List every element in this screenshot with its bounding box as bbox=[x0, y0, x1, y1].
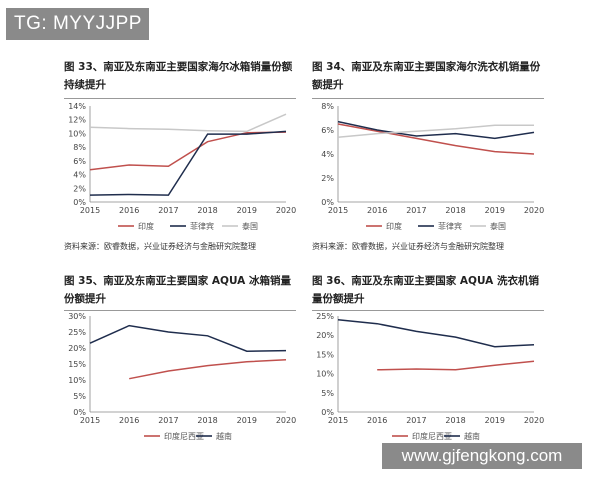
x-tick-label: 2020 bbox=[276, 206, 296, 215]
series-line bbox=[337, 120, 535, 140]
x-tick-label: 2018 bbox=[445, 206, 465, 215]
series-line bbox=[89, 131, 287, 171]
chart-svg: 0% 2% 4% 6% 8% 2015 2016 2017 2018 2019 2020 印度 菲律宾 泰… bbox=[321, 102, 544, 230]
y-tick-label: 5% bbox=[321, 389, 334, 398]
y-tick-label: 2% bbox=[321, 174, 334, 183]
x-tick-label: 2020 bbox=[524, 206, 544, 215]
source-note: 资料来源：欧睿数据，兴业证券经济与金融研究院整理 bbox=[64, 242, 256, 251]
x-tick-label: 2020 bbox=[276, 416, 296, 425]
title-divider bbox=[64, 310, 296, 311]
y-tick-label: 6% bbox=[73, 157, 86, 166]
legend-label: 越南 bbox=[216, 431, 232, 440]
chart-svg: 0% 5% 10% 15% 20% 25% 2015 2016 2017 2018 2019 2020… bbox=[316, 312, 544, 440]
chart-svg: 0% 2% 4% 6% 8% 10% 12% 14% 2015 2016 2017 2018 2019 2… bbox=[68, 102, 296, 230]
legend-label: 印度尼西亚 bbox=[164, 431, 204, 440]
x-tick-label: 2017 bbox=[406, 206, 426, 215]
title-divider bbox=[64, 98, 296, 99]
y-tick-label: 20% bbox=[68, 344, 86, 353]
y-tick-label: 15% bbox=[68, 360, 86, 369]
chart-title: 图 33、南亚及东南亚主要国家海尔冰箱销量份额持续提升 bbox=[64, 61, 293, 91]
legend-label: 印度尼西亚 bbox=[412, 431, 452, 440]
chart-panel-33: 图 33、南亚及东南亚主要国家海尔冰箱销量份额持续提升 0% 2% 4% 6% 8% 10… bbox=[64, 58, 296, 258]
x-tick-label: 2016 bbox=[367, 206, 387, 215]
x-tick-label: 2018 bbox=[197, 206, 217, 215]
y-tick-label: 30% bbox=[68, 312, 86, 321]
x-tick-label: 2015 bbox=[328, 416, 348, 425]
chart-panel-36: 图 36、南亚及东南亚主要国家 AQUA 洗衣机销量份额提升 0% 5% 10% 15… bbox=[312, 272, 544, 452]
legend-label: 泰国 bbox=[242, 221, 258, 230]
x-tick-label: 2019 bbox=[485, 416, 505, 425]
legend-label: 越南 bbox=[464, 431, 480, 440]
x-tick-label: 2016 bbox=[119, 416, 139, 425]
x-tick-label: 2016 bbox=[119, 206, 139, 215]
chart-title: 图 34、南亚及东南亚主要国家海尔洗衣机销量份额提升 bbox=[312, 61, 541, 91]
tg-banner: TG: MYYJJPP bbox=[6, 8, 149, 40]
x-tick-label: 2017 bbox=[158, 206, 178, 215]
y-tick-label: 0% bbox=[73, 198, 86, 207]
title-divider bbox=[312, 310, 544, 311]
watermark: www.gjfengkong.com bbox=[382, 443, 582, 469]
series-line bbox=[129, 359, 287, 380]
y-tick-label: 8% bbox=[321, 102, 334, 111]
legend-label: 菲律宾 bbox=[438, 221, 462, 230]
x-tick-label: 2015 bbox=[80, 206, 100, 215]
chart-panel-35: 图 35、南亚及东南亚主要国家 AQUA 冰箱销量份额提升 0% 5% 10% 15%… bbox=[64, 272, 296, 452]
series-line bbox=[377, 360, 535, 371]
chart-panel-34: 图 34、南亚及东南亚主要国家海尔洗衣机销量份额提升 0% 2% 4% 6% 8% 201… bbox=[312, 58, 544, 258]
legend-label: 印度 bbox=[386, 221, 402, 230]
x-tick-label: 2017 bbox=[406, 416, 426, 425]
legend-label: 印度 bbox=[138, 221, 154, 230]
y-tick-label: 10% bbox=[68, 376, 86, 385]
x-tick-label: 2016 bbox=[367, 416, 387, 425]
series-line bbox=[89, 130, 287, 196]
y-tick-label: 10% bbox=[316, 370, 334, 379]
series-line bbox=[337, 123, 535, 155]
x-tick-label: 2018 bbox=[445, 416, 465, 425]
y-tick-label: 4% bbox=[321, 150, 334, 159]
chart-svg: 0% 5% 10% 15% 20% 25% 30% 2015 2016 2017 2018 2019 2… bbox=[68, 312, 296, 440]
x-tick-label: 2019 bbox=[485, 206, 505, 215]
y-tick-label: 4% bbox=[73, 171, 86, 180]
x-tick-label: 2017 bbox=[158, 416, 178, 425]
title-divider bbox=[312, 98, 544, 99]
y-tick-label: 14% bbox=[68, 102, 86, 111]
x-tick-label: 2019 bbox=[237, 206, 257, 215]
x-tick-label: 2015 bbox=[328, 206, 348, 215]
y-tick-label: 6% bbox=[321, 126, 334, 135]
series-line bbox=[337, 124, 534, 138]
series-line bbox=[89, 113, 287, 133]
y-tick-label: 0% bbox=[73, 408, 86, 417]
y-tick-label: 20% bbox=[316, 331, 334, 340]
y-tick-label: 5% bbox=[73, 392, 86, 401]
y-tick-label: 15% bbox=[316, 350, 334, 359]
y-tick-label: 10% bbox=[68, 129, 86, 138]
y-tick-label: 8% bbox=[73, 143, 86, 152]
series-line bbox=[89, 324, 287, 352]
x-tick-label: 2018 bbox=[197, 416, 217, 425]
legend-label: 菲律宾 bbox=[190, 221, 214, 230]
source-note: 资料来源：欧睿数据，兴业证券经济与金融研究院整理 bbox=[312, 242, 504, 251]
x-tick-label: 2019 bbox=[237, 416, 257, 425]
legend-label: 泰国 bbox=[490, 221, 506, 230]
chart-title: 图 36、南亚及东南亚主要国家 AQUA 洗衣机销量份额提升 bbox=[312, 275, 539, 305]
chart-title: 图 35、南亚及东南亚主要国家 AQUA 冰箱销量份额提升 bbox=[64, 275, 291, 305]
y-tick-label: 25% bbox=[68, 328, 86, 337]
y-tick-label: 2% bbox=[73, 184, 86, 193]
x-tick-label: 2020 bbox=[524, 416, 544, 425]
x-tick-label: 2015 bbox=[80, 416, 100, 425]
y-tick-label: 25% bbox=[316, 312, 334, 321]
y-tick-label: 0% bbox=[321, 198, 334, 207]
series-line bbox=[337, 319, 535, 348]
y-tick-label: 12% bbox=[68, 116, 86, 125]
y-tick-label: 0% bbox=[321, 408, 334, 417]
